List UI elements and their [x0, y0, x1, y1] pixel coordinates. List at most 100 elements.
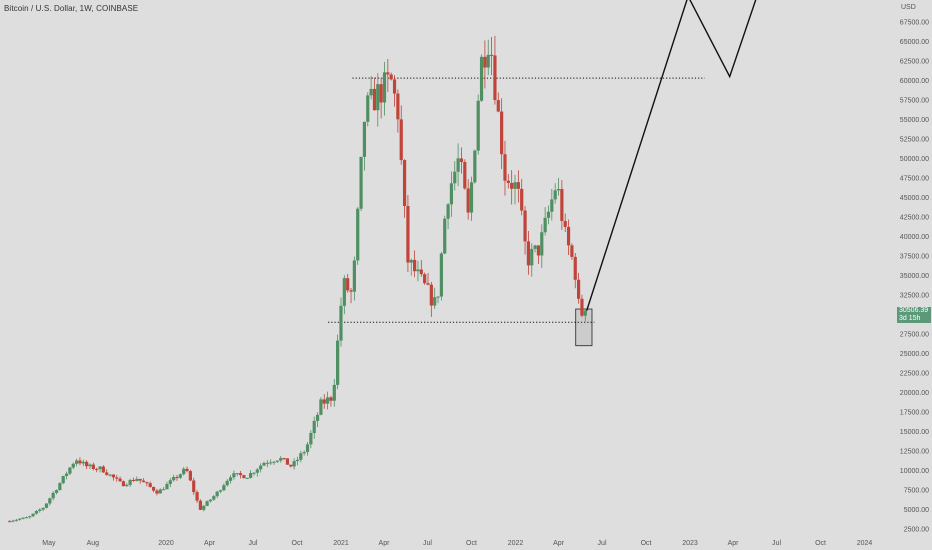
candle-body — [8, 521, 12, 523]
candle-body — [272, 461, 276, 463]
candle-body — [34, 510, 39, 514]
candle-body — [11, 520, 15, 522]
price-tick-label: 37500.00 — [900, 254, 929, 261]
candle-body — [577, 279, 581, 299]
candle-body — [115, 477, 119, 479]
candle — [453, 161, 457, 191]
candle-body — [158, 489, 162, 494]
candle — [500, 98, 504, 170]
candle-body — [456, 158, 460, 172]
candle-body — [275, 460, 279, 462]
candle-body — [111, 474, 116, 478]
price-tick-label: 10000.00 — [900, 468, 929, 475]
price-tick-label: 50000.00 — [900, 156, 929, 163]
candle — [563, 213, 567, 233]
candle — [38, 508, 42, 513]
candle-body — [242, 475, 246, 479]
candle — [58, 482, 62, 491]
candle-body — [466, 188, 470, 213]
candle — [31, 513, 35, 518]
candle — [68, 467, 72, 476]
time-tick-label: 2020 — [158, 540, 174, 547]
candle — [262, 461, 266, 466]
candle — [362, 121, 367, 171]
price-tick-label: 2500.00 — [904, 527, 929, 534]
candle — [289, 464, 293, 468]
price-axis[interactable]: 67500.00 65000.00 62500.00 60000.00 57500.00… — [900, 20, 929, 534]
candle-body — [78, 460, 82, 464]
candle — [88, 463, 92, 470]
candle — [336, 334, 340, 390]
candle-body — [131, 479, 136, 481]
last-price-badge: 30506.39 3d 15h — [897, 307, 931, 323]
candle-body — [289, 464, 293, 467]
candle — [329, 395, 333, 407]
candle — [11, 519, 15, 523]
candle-body — [295, 459, 300, 462]
candle — [523, 206, 527, 255]
candle — [389, 72, 393, 81]
candle-body — [406, 205, 410, 263]
candle — [242, 474, 246, 479]
candle — [409, 258, 413, 276]
price-tick-label: 67500.00 — [900, 20, 929, 27]
candle-body — [473, 150, 477, 183]
candle-body — [128, 479, 132, 485]
price-tick-label: 25000.00 — [900, 351, 929, 358]
candle-body — [172, 477, 176, 481]
candle — [406, 195, 410, 272]
highlight-box — [575, 308, 593, 347]
candle-body — [218, 490, 223, 492]
candle — [108, 474, 112, 477]
candle — [98, 466, 102, 473]
candle — [272, 461, 276, 466]
candle — [556, 177, 561, 196]
candle — [396, 89, 400, 133]
candle-body — [51, 492, 55, 499]
candle-body — [459, 158, 464, 162]
candle-body — [14, 519, 18, 521]
candle-body — [235, 473, 239, 475]
candle-body — [195, 492, 199, 501]
candle — [580, 294, 584, 318]
candle-body — [68, 467, 72, 474]
price-tick-label: 60000.00 — [900, 78, 929, 85]
candle-body — [58, 483, 62, 491]
candle-body — [125, 484, 129, 487]
candle — [359, 156, 363, 211]
candle — [493, 35, 497, 105]
candle-body — [185, 468, 189, 472]
candle — [188, 469, 192, 482]
symbol-title: Bitcoin / U.S. Dollar, 1W, COINBASE — [4, 4, 139, 13]
candle — [459, 147, 464, 174]
candle — [185, 466, 189, 473]
candle — [285, 458, 290, 465]
candle-body — [309, 432, 313, 445]
price-tick-label: 65000.00 — [900, 39, 929, 46]
candle-body — [416, 269, 420, 272]
price-tick-label: 40000.00 — [900, 234, 929, 241]
candle — [18, 517, 22, 521]
candle — [566, 219, 571, 255]
candle — [479, 54, 484, 102]
candle — [115, 474, 119, 482]
candle-body — [372, 88, 377, 111]
candle — [382, 61, 387, 116]
candle-body — [198, 500, 203, 510]
time-tick-label: 2021 — [333, 540, 349, 547]
time-axis[interactable]: May Aug 2020 Apr Jul Oct 2021 Apr Jul Oct 2022 Apr J… — [42, 540, 872, 547]
candle-body — [188, 471, 192, 481]
candle — [14, 518, 18, 522]
candle — [225, 479, 229, 487]
candle-body — [202, 505, 206, 510]
candle — [386, 58, 390, 92]
candle-body — [479, 56, 484, 101]
candle-body — [38, 509, 42, 511]
candle-body — [205, 501, 209, 506]
candle-body — [463, 161, 467, 189]
candle — [342, 275, 346, 315]
candle — [332, 378, 336, 407]
candle — [44, 503, 49, 509]
candle-body — [566, 226, 571, 246]
